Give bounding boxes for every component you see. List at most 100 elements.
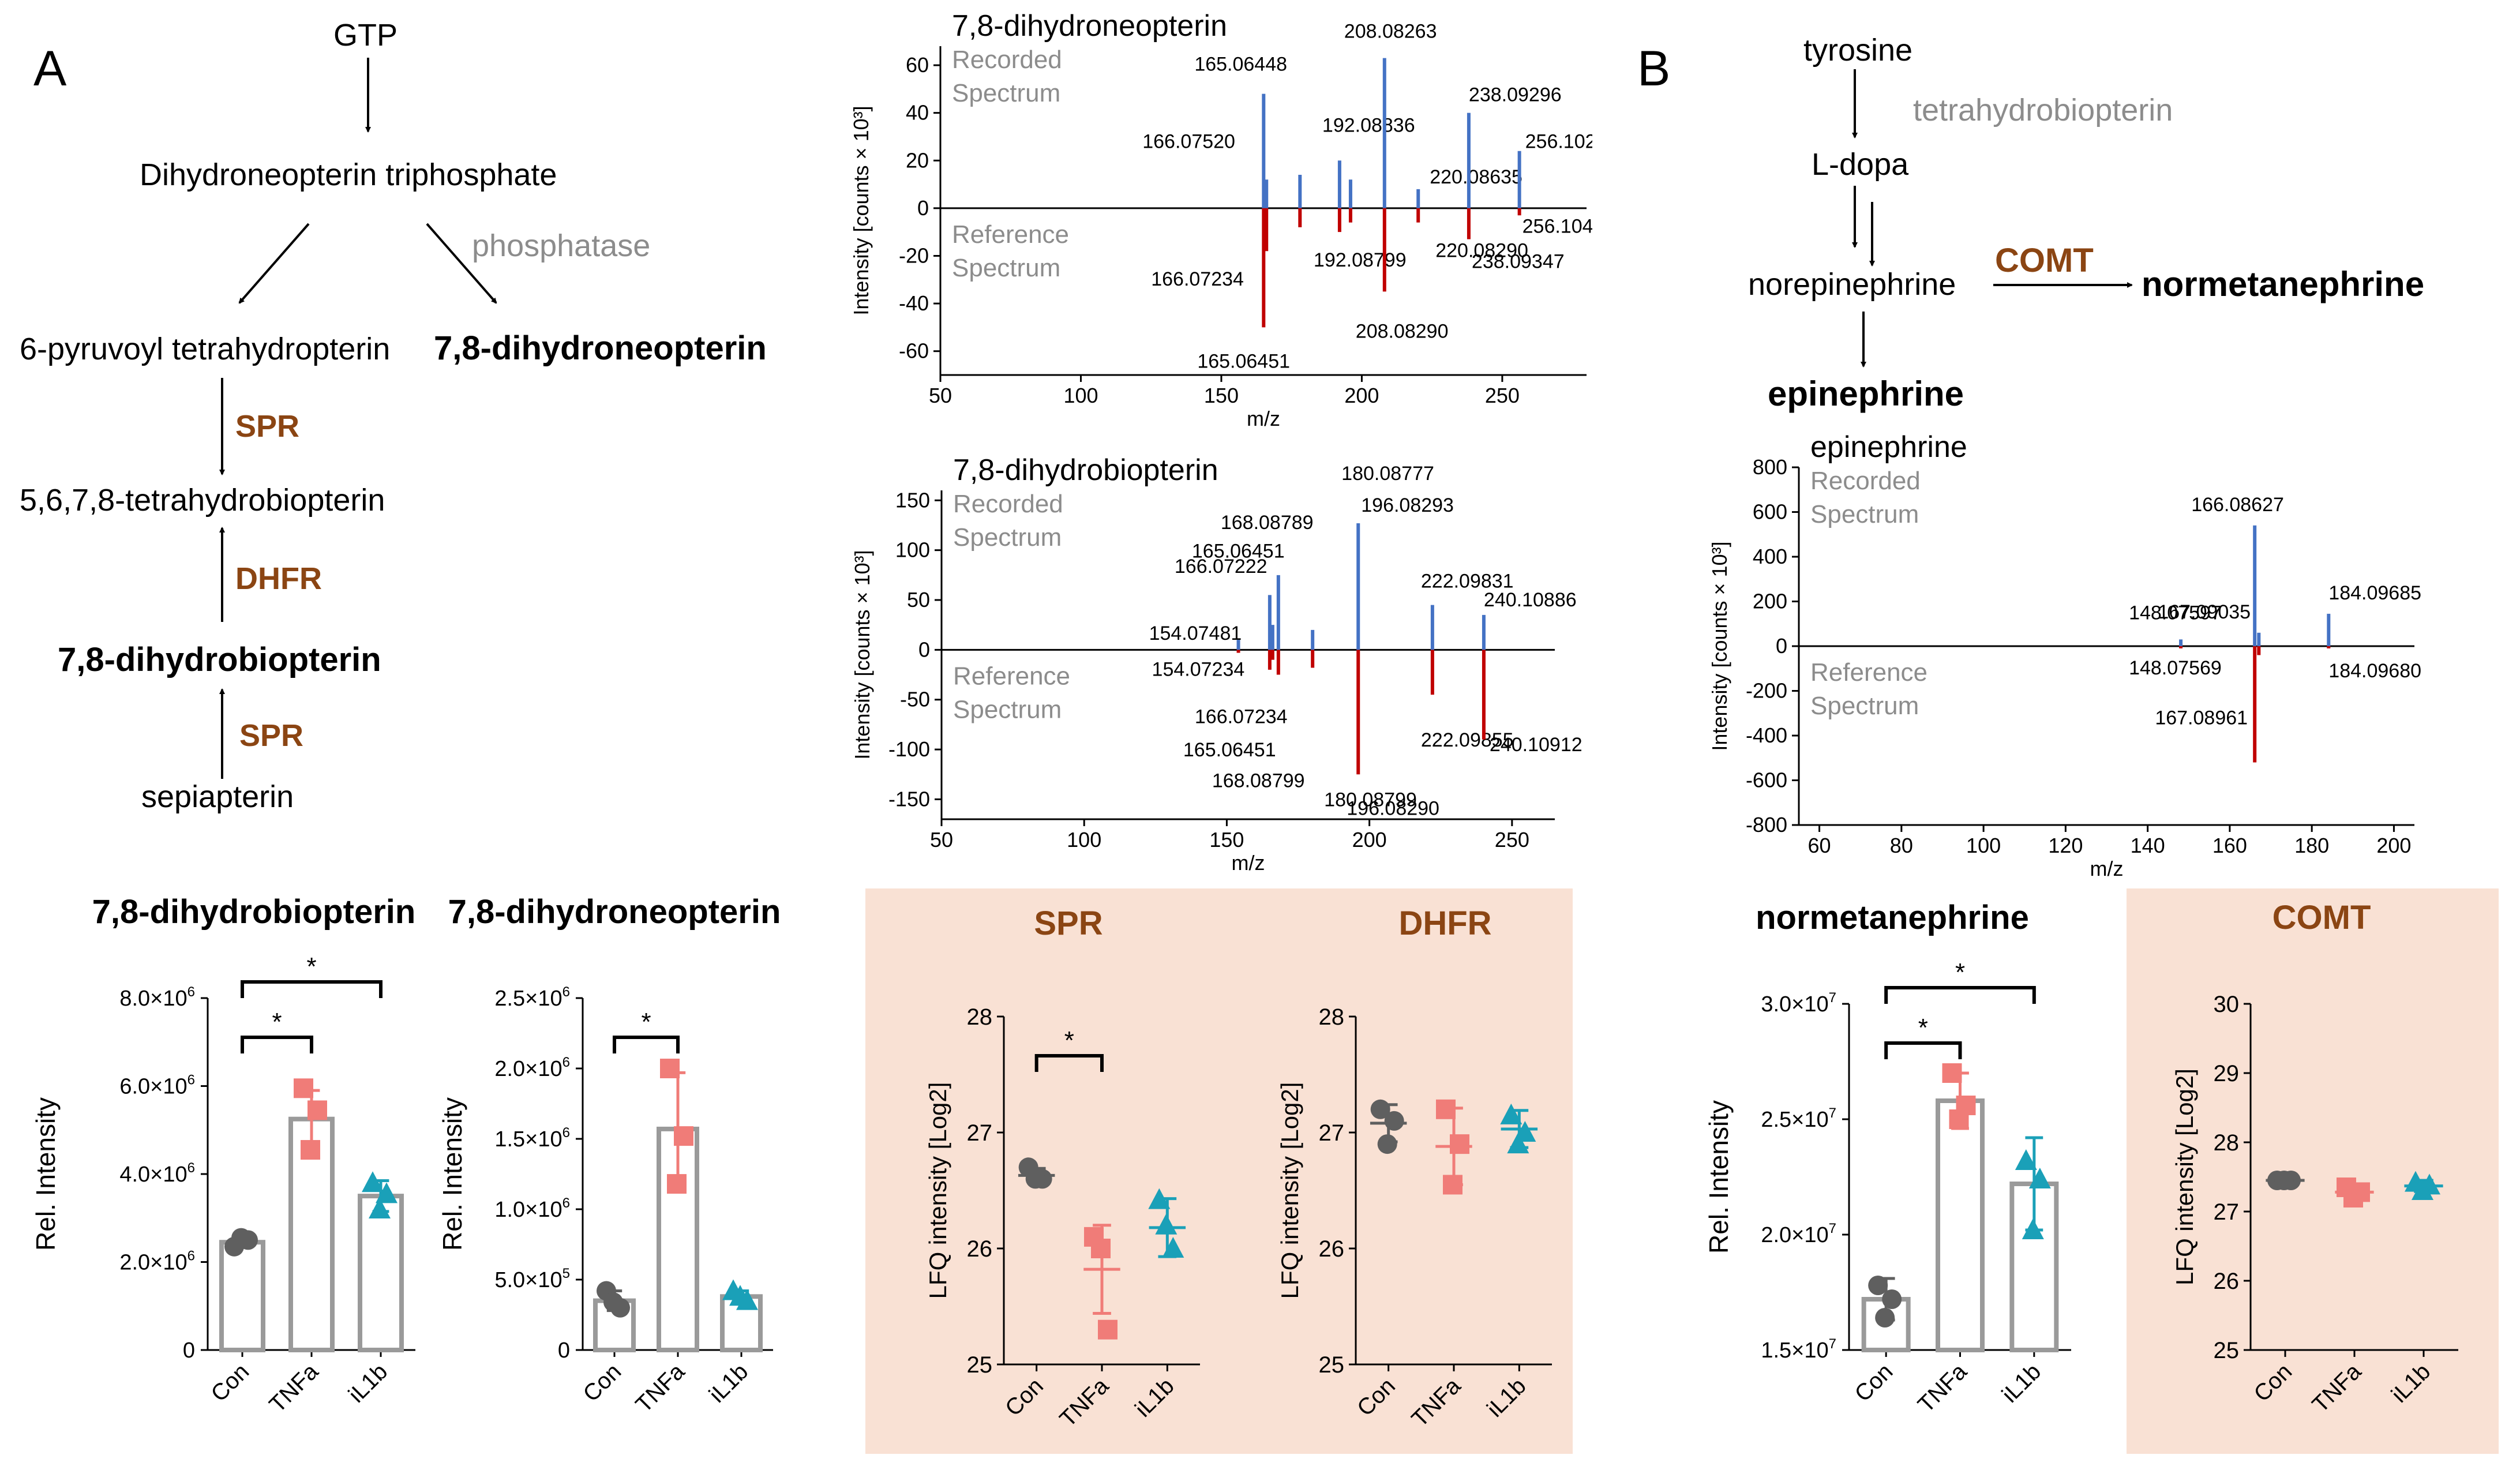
data-point-square xyxy=(1942,1063,1962,1083)
panel-label-b: B xyxy=(1637,41,1671,96)
x-tick-label: iL1b xyxy=(2387,1359,2436,1408)
x-tick-label: Con xyxy=(206,1359,254,1407)
data-point-square xyxy=(667,1174,687,1194)
recorded-spectrum-label: Recorded xyxy=(952,46,1062,74)
x-tick-label: 200 xyxy=(1344,384,1379,407)
data-point-square xyxy=(301,1140,320,1160)
x-tick-label: 200 xyxy=(1352,828,1387,852)
data-point-triangle xyxy=(1500,1103,1522,1124)
x-tick-label: 150 xyxy=(1209,828,1244,852)
data-point-circle xyxy=(1377,1134,1397,1154)
recorded-peak-label: 168.08789 xyxy=(1221,512,1314,534)
x-tick-label: 60 xyxy=(1808,834,1831,857)
data-point-circle xyxy=(2274,1171,2294,1190)
y-tick-label: -600 xyxy=(1746,768,1787,792)
recorded-peak-label: 167.09035 xyxy=(2158,601,2251,623)
y-tick-label: 200 xyxy=(1753,590,1787,613)
pathway-b-arrows xyxy=(1852,69,2133,367)
recorded-peak-label: 238.09296 xyxy=(1469,84,1562,106)
y-tick-label: 0 xyxy=(918,638,930,661)
data-point-triangle xyxy=(1162,1237,1184,1258)
enzyme-dhfr: DHFR xyxy=(235,561,322,596)
node-bh4: 5,6,7,8-tetrahydrobiopterin xyxy=(20,483,385,518)
y-tick-label: 0 xyxy=(558,1338,570,1363)
recorded-peak-label: 220.08635 xyxy=(1430,166,1522,188)
lfq-background-b xyxy=(2127,888,2499,1454)
node-epinephrine: epinephrine xyxy=(1768,374,1964,413)
y-tick-label: 2.5×107 xyxy=(1761,1105,1836,1132)
arrow-dntp-ptp xyxy=(238,223,310,304)
enzyme-spr-1: SPR xyxy=(235,409,300,444)
reference-spectrum-label: Spectrum xyxy=(952,254,1060,282)
spectrum-dihydrobiopterin: 7,8-dihydrobiopterin 50 100 150 200 250 150 100… xyxy=(850,453,1582,875)
recorded-peak-label: 240.10886 xyxy=(1484,589,1577,611)
recorded-spectrum-label: Spectrum xyxy=(952,79,1060,107)
y-tick-label: -100 xyxy=(888,737,930,761)
data-point-triangle xyxy=(729,1285,751,1306)
x-tick-label: Con xyxy=(1850,1359,1898,1407)
recorded-peak-label: 208.08263 xyxy=(1344,21,1437,43)
reference-spectrum-label: Reference xyxy=(953,662,1070,690)
y-tick-label: -400 xyxy=(1746,723,1787,747)
recorded-peak-label: 148.07597 xyxy=(2129,602,2222,624)
chart-title: 7,8-dihydrobiopterin xyxy=(92,893,416,931)
x-tick-label: iL1b xyxy=(1997,1359,2046,1408)
reference-peak-label: 222.09855 xyxy=(1421,729,1514,751)
node-norepinephrine: norepinephrine xyxy=(1748,267,1956,302)
data-point-circle xyxy=(231,1228,251,1248)
recorded-peak-label: 180.08777 xyxy=(1341,463,1434,485)
x-tick-label: 250 xyxy=(1495,828,1529,852)
recorded-peak-label: 165.06448 xyxy=(1194,54,1287,76)
y-tick-label: 1.0×106 xyxy=(494,1195,570,1222)
y-tick-label: 28 xyxy=(1319,1004,1345,1030)
data-point-square xyxy=(1443,1175,1462,1195)
recorded-peak-label: 166.07520 xyxy=(1142,130,1235,152)
cofactor-bh4: tetrahydrobiopterin xyxy=(1913,93,2173,127)
significance-bracket xyxy=(241,980,382,998)
panel-label-a: A xyxy=(33,41,67,96)
bar-chart-dihydroneopterin: 7,8-dihydroneopterin 2.5×106 2.0×106 1.5×10… xyxy=(438,893,781,1417)
y-tick-label: 20 xyxy=(906,148,929,172)
x-tick-label: 150 xyxy=(1204,384,1239,407)
reference-peak-label: 256.10403 xyxy=(1522,215,1592,237)
data-point-square xyxy=(1091,1239,1111,1258)
chart-title: normetanephrine xyxy=(1756,899,2029,936)
significance-bracket xyxy=(1884,986,2036,1004)
x-tick-label: TNFa xyxy=(631,1359,690,1417)
y-tick-label: 2.5×106 xyxy=(494,984,570,1011)
bar xyxy=(358,1194,404,1352)
data-point-square xyxy=(1949,1109,1969,1129)
x-axis-label: m/z xyxy=(1247,407,1280,430)
x-tick-label: TNFa xyxy=(1407,1373,1466,1432)
y-tick-label: -50 xyxy=(900,688,930,711)
y-axis-label: Rel. Intensity xyxy=(1704,1100,1734,1254)
x-tick-label: 100 xyxy=(1966,834,2001,857)
x-tick-label: Con xyxy=(578,1359,626,1407)
data-point-circle xyxy=(603,1292,623,1312)
data-point-triangle xyxy=(2015,1149,2037,1170)
recorded-peak-label: 196.08293 xyxy=(1361,494,1454,516)
y-tick-label: -800 xyxy=(1746,813,1787,837)
node-tyrosine: tyrosine xyxy=(1803,33,1913,68)
y-axis-label: LFQ intensity [Log2] xyxy=(2171,1068,2198,1285)
significance-bracket xyxy=(613,1036,680,1053)
data-point-triangle xyxy=(369,1198,391,1218)
y-tick-label: 0 xyxy=(183,1338,195,1363)
pathway-a-arrows xyxy=(219,58,497,779)
enzyme-comt: COMT xyxy=(1995,242,2094,279)
y-tick-label: 800 xyxy=(1753,455,1787,479)
y-tick-label: 60 xyxy=(906,53,929,77)
x-tick-label: Con xyxy=(1000,1373,1048,1421)
recorded-spectrum-label: Spectrum xyxy=(953,523,1062,552)
y-tick-label: -150 xyxy=(888,787,930,811)
data-point-triangle xyxy=(1155,1213,1178,1235)
data-point-square xyxy=(1450,1134,1469,1154)
y-axis-label: Intensity [counts × 10³] xyxy=(849,106,873,315)
recorded-peak-label: 166.08627 xyxy=(2191,494,2284,516)
recorded-peak-label: 192.08836 xyxy=(1322,114,1415,136)
x-tick-label: Con xyxy=(1352,1373,1400,1421)
y-tick-label: 600 xyxy=(1753,500,1787,524)
y-tick-label: 2.0×106 xyxy=(494,1055,570,1081)
chart-title: DHFR xyxy=(1398,905,1491,942)
reference-peak-label: 165.06451 xyxy=(1197,350,1290,372)
